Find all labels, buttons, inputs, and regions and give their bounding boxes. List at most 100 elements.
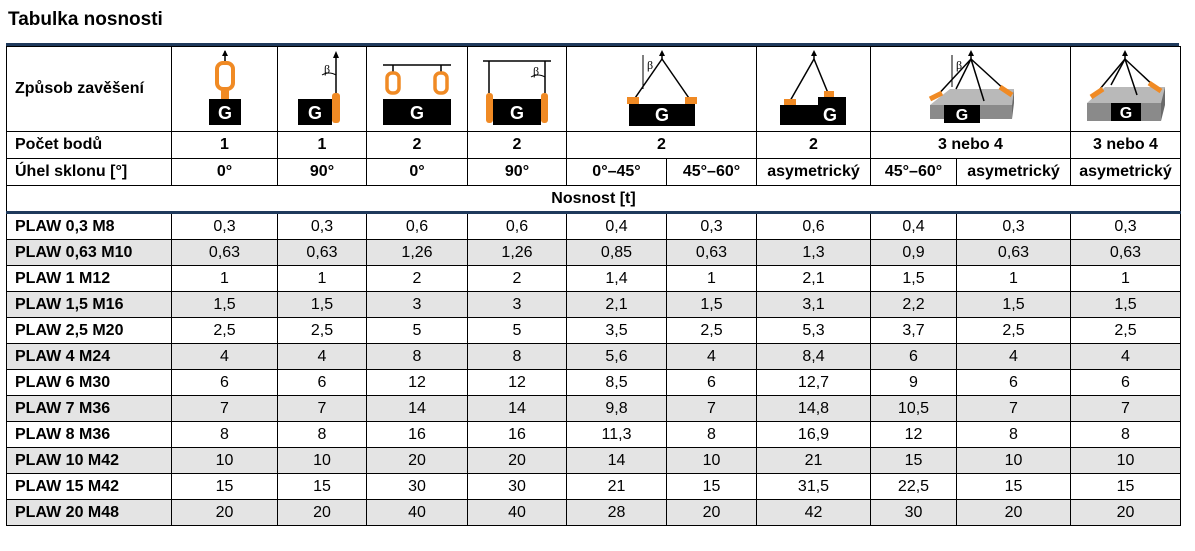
- angle-cell: 0°: [366, 158, 468, 186]
- capacity-value: 30: [366, 473, 468, 500]
- table-row: PLAW 15 M42 15 15 30 30 21 15 31,5 22,5 15 15: [6, 473, 1181, 500]
- capacity-value: 6: [956, 369, 1071, 396]
- svg-text:G: G: [308, 103, 322, 123]
- capacity-value: 0,85: [566, 239, 667, 266]
- svg-text:β: β: [647, 58, 653, 72]
- capacity-value: 6: [870, 343, 957, 370]
- angle-cell: 0°–45°: [566, 158, 667, 186]
- table-row: PLAW 1,5 M16 1,5 1,5 3 3 2,1 1,5 3,1 2,2 1,5 1,5: [6, 291, 1181, 318]
- capacity-value: 21: [566, 473, 667, 500]
- capacity-value: 1,26: [467, 239, 567, 266]
- table-row: PLAW 1 M12 1 1 2 2 1,4 1 2,1 1,5 1 1: [6, 265, 1181, 292]
- two-leg-asymmetric-sling-icon: G: [779, 50, 846, 125]
- capacity-value: 0,63: [171, 239, 278, 266]
- angle-cell: 90°: [277, 158, 367, 186]
- capacity-value: 31,5: [756, 473, 871, 500]
- capacity-value: 42: [756, 499, 871, 526]
- icon-cell-2: G β: [277, 46, 367, 132]
- icon-cell-4: G β: [467, 46, 567, 132]
- two-point-angled-lift-icon: G β: [483, 60, 551, 125]
- capacity-value: 7: [1070, 395, 1181, 422]
- capacity-value: 10: [666, 447, 757, 474]
- capacity-value: 2,5: [956, 317, 1071, 344]
- product-name: PLAW 15 M42: [6, 473, 172, 500]
- capacity-value: 0,6: [467, 212, 567, 240]
- capacity-value: 11,3: [566, 421, 667, 448]
- capacity-value: 1,5: [1070, 291, 1181, 318]
- svg-text:β: β: [956, 58, 962, 72]
- capacity-value: 8: [666, 421, 757, 448]
- capacity-value: 10,5: [870, 395, 957, 422]
- capacity-value: 14: [467, 395, 567, 422]
- capacity-value: 40: [366, 499, 468, 526]
- angle-cell: 90°: [467, 158, 567, 186]
- points-cell: 2: [756, 131, 871, 159]
- capacity-value: 15: [666, 473, 757, 500]
- capacity-value: 0,63: [277, 239, 367, 266]
- capacity-value: 2,5: [171, 317, 278, 344]
- product-name: PLAW 7 M36: [6, 395, 172, 422]
- icon-cell-6: G: [756, 46, 871, 132]
- capacity-value: 8: [1070, 421, 1181, 448]
- svg-text:β: β: [533, 64, 539, 78]
- svg-text:G: G: [1119, 105, 1131, 122]
- capacity-value: 1: [171, 265, 278, 292]
- capacity-value: 1,4: [566, 265, 667, 292]
- capacity-value: 6: [277, 369, 367, 396]
- table-row: PLAW 10 M42 10 10 20 20 14 10 21 15 10 10: [6, 447, 1181, 474]
- capacity-value: 12: [870, 421, 957, 448]
- capacity-value: 0,63: [1070, 239, 1181, 266]
- capacity-value: 4: [171, 343, 278, 370]
- icon-cell-1: G: [171, 46, 278, 132]
- icon-cell-3: G: [366, 46, 468, 132]
- capacity-value: 4: [1070, 343, 1181, 370]
- capacity-value: 9: [870, 369, 957, 396]
- svg-text:G: G: [654, 105, 668, 125]
- capacity-value: 20: [366, 447, 468, 474]
- capacity-value: 5: [366, 317, 468, 344]
- angle-label: Úhel sklonu [°]: [6, 158, 172, 186]
- capacity-value: 10: [1070, 447, 1181, 474]
- capacity-value: 2: [366, 265, 468, 292]
- points-row: Počet bodů 1 1 2 2 2 2 3 nebo 4 3 nebo 4: [6, 131, 1181, 159]
- angle-cell: asymetrický: [1070, 158, 1181, 186]
- capacity-value: 15: [870, 447, 957, 474]
- two-leg-sling-icon: β G: [626, 50, 697, 126]
- capacity-value: 1,5: [956, 291, 1071, 318]
- capacity-value: 1: [666, 265, 757, 292]
- capacity-value: 12: [366, 369, 468, 396]
- capacity-value: 14: [566, 447, 667, 474]
- capacity-value: 15: [277, 473, 367, 500]
- two-point-vertical-lift-icon: G: [383, 64, 451, 125]
- product-name: PLAW 1 M12: [6, 265, 172, 292]
- icon-cell-7: β G: [870, 46, 1071, 132]
- points-cell: 2: [566, 131, 757, 159]
- multi-leg-sling-icon: β G: [928, 50, 1014, 124]
- capacity-value: 0,6: [756, 212, 871, 240]
- capacity-value: 15: [1070, 473, 1181, 500]
- product-name: PLAW 10 M42: [6, 447, 172, 474]
- icon-cell-5: β G: [566, 46, 757, 132]
- capacity-value: 21: [756, 447, 871, 474]
- capacity-value: 12: [467, 369, 567, 396]
- product-name: PLAW 0,3 M8: [6, 212, 172, 240]
- single-vertical-lift-icon: G: [208, 50, 241, 125]
- capacity-value: 1: [1070, 265, 1181, 292]
- svg-text:G: G: [822, 105, 836, 125]
- capacity-header-row: Nosnost [t]: [6, 185, 1181, 214]
- product-name: PLAW 8 M36: [6, 421, 172, 448]
- capacity-value: 4: [956, 343, 1071, 370]
- capacity-value: 1,5: [870, 265, 957, 292]
- capacity-value: 1,5: [171, 291, 278, 318]
- capacity-value: 0,3: [277, 212, 367, 240]
- capacity-value: 7: [277, 395, 367, 422]
- capacity-value: 7: [171, 395, 278, 422]
- angle-cell: 45°–60°: [666, 158, 757, 186]
- svg-text:G: G: [410, 103, 424, 123]
- angle-cell: 0°: [171, 158, 278, 186]
- capacity-value: 3,5: [566, 317, 667, 344]
- capacity-value: 8: [277, 421, 367, 448]
- table-row: PLAW 7 M36 7 7 14 14 9,8 7 14,8 10,5 7 7: [6, 395, 1181, 422]
- points-cell: 1: [277, 131, 367, 159]
- capacity-table: Způsob zavěšení G G: [6, 46, 1181, 526]
